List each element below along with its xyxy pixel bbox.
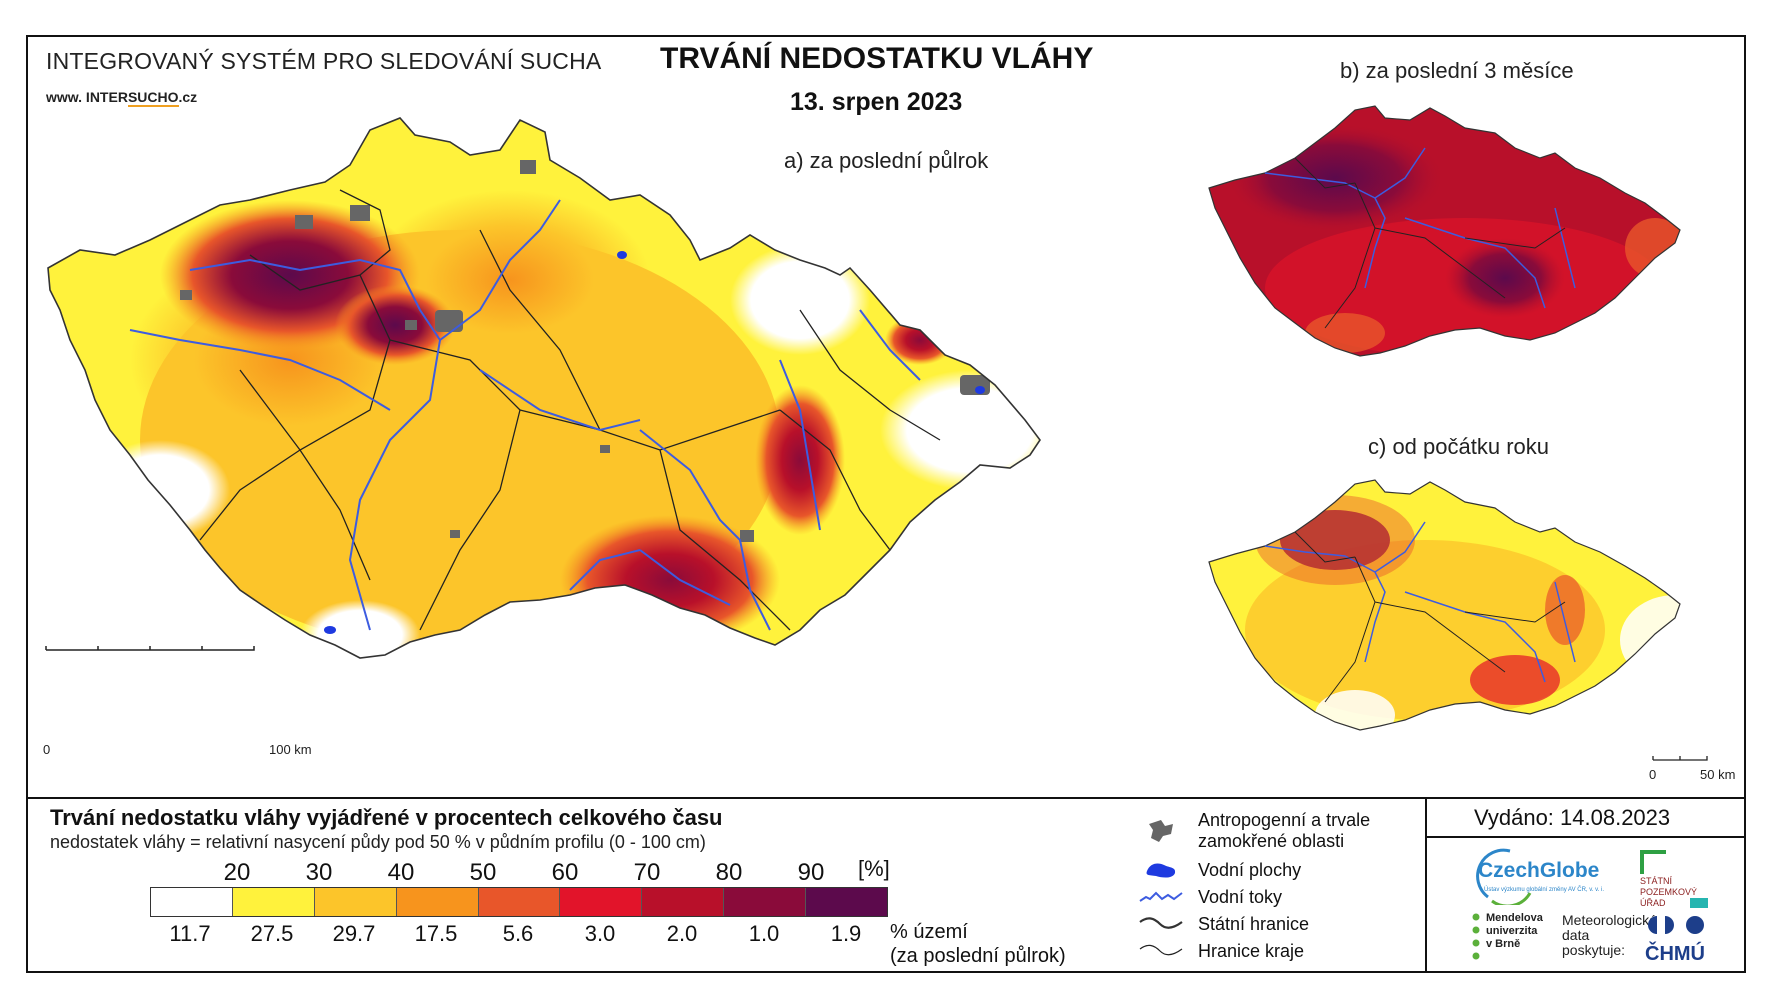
percent-area-label: % území (za poslední půlrok) [890,920,1066,968]
scale-bar-main [45,646,255,651]
threshold-label: 60 [551,859,579,886]
class-percent: 1.9 [830,921,862,946]
meteo-line3: poskytuje: [1562,942,1626,958]
legend-color-bar [150,887,888,917]
mendel-dots-icon [1472,913,1480,960]
spu-line3: ÚŘAD [1640,898,1666,908]
footer-divider [1425,797,1427,973]
panel-a-label: a) za poslední půlrok [784,148,989,173]
mendel-line3: v Brně [1486,938,1521,950]
meteo-line1: Meteorologická [1562,912,1657,928]
scale-small-end: 50 km [1700,767,1736,782]
class-percent: 27.5 [250,921,294,946]
mendel-line2: univerzita [1486,925,1538,937]
panel-b-label: b) za poslední 3 měsíce [1340,58,1574,83]
main-title: TRVÁNÍ NEDOSTATKU VLÁHY [660,42,1094,75]
percent-area-line2: (za poslední půlrok) [890,945,1066,967]
website-link[interactable]: www. INTERSUCHO.cz [46,89,198,107]
legend-swatch [724,888,807,916]
spu-line1: STÁTNÍ [1640,876,1673,886]
website-prefix: www. INTER [46,89,128,105]
scale-small-start: 0 [1649,767,1657,782]
chmu-symbol-icon [1648,916,1704,934]
legend-swatch [396,888,479,916]
spu-flag-icon [1640,850,1666,874]
legend-state-border: Státní hranice [1136,911,1309,937]
scale-main-start: 0 [43,742,51,757]
legend-river: Vodní toky [1136,884,1282,910]
legend-title: Trvání nedostatku vláhy vyjádřené v proc… [50,805,723,830]
anthropogenic-label-line1: Antropogenní a trvale [1198,810,1371,830]
legend-swatch [642,888,725,916]
threshold-label: 40 [387,859,415,886]
threshold-label: 70 [633,859,661,886]
threshold-label: 80 [715,859,743,886]
map-b [1208,105,1681,357]
region-border-icon [1136,938,1186,964]
scale-bar-small [1652,756,1708,761]
legend-region-border: Hranice kraje [1136,938,1304,964]
legend-swatch [560,888,643,916]
meteo-data-label: Meteorologická data poskytuje: [1562,913,1657,958]
czechglobe-arc-icon [1476,848,1532,905]
water-body-label: Vodní plochy [1198,859,1302,880]
threshold-label: 20 [223,859,251,886]
spu-accent-mark [1690,898,1708,908]
river-label: Vodní toky [1198,886,1283,907]
panel-c-label: c) od počátku roku [1368,434,1549,459]
map-date: 13. srpen 2023 [790,88,963,116]
legend-subtitle: nedostatek vláhy = relativní nasycení pů… [50,832,706,852]
threshold-label: 30 [305,859,333,886]
water-body-icon [1136,857,1186,883]
legend-swatch [806,888,888,916]
czechglobe-text: CzechGlobe [1478,859,1600,882]
spu-logo: STÁTNÍ POZEMKOVÝ ÚŘAD [1640,848,1697,909]
class-percent: 5.6 [502,921,534,946]
class-percent: 17.5 [414,921,458,946]
class-percent: 2.0 [666,921,698,946]
mendel-logo: Mendelova univerzita v Brně [1470,912,1543,960]
class-percent: 1.0 [748,921,780,946]
website-suffix: .cz [178,89,198,105]
class-percent: 11.7 [169,921,211,946]
chmu-logo-text: ČHMÚ [1645,943,1705,965]
website-highlight: SUCHO [127,89,179,107]
scale-main-end: 100 km [269,742,312,757]
anthropogenic-area-icon [1136,818,1186,844]
meteo-line2: data [1562,927,1590,943]
main-map-a [45,117,1041,659]
czechglobe-subtitle: Ústav výzkumu globální změny AV ČR, v. v… [1484,887,1605,893]
legend-swatch [151,888,233,916]
issued-date: Vydáno: 14.08.2023 [1474,805,1671,830]
issued-divider [1425,836,1746,838]
map-c [1208,479,1708,761]
percent-area-line1: % území [890,921,968,943]
anthropogenic-label-line2: zamokřené oblasti [1198,831,1345,851]
legend-swatch [314,888,397,916]
legend-divider [26,797,1746,799]
threshold-label: 90 [797,859,825,886]
state-border-label: Státní hranice [1198,913,1310,934]
legend-water-body: Vodní plochy [1136,857,1301,883]
legend-swatch [232,888,315,916]
legend-anthropogenic: Antropogenní a trvale zamokřené oblasti [1136,810,1370,852]
legend-unit: [%] [858,856,890,881]
spu-line2: POZEMKOVÝ [1640,887,1698,897]
state-border-icon [1136,911,1186,937]
region-border-label: Hranice kraje [1198,940,1305,961]
class-percent: 3.0 [584,921,616,946]
class-percent: 29.7 [332,921,376,946]
threshold-label: 50 [469,859,497,886]
legend-swatch [478,888,561,916]
mendel-line1: Mendelova [1486,912,1543,924]
system-title: INTEGROVANÝ SYSTÉM PRO SLEDOVÁNÍ SUCHA [46,48,602,74]
river-icon [1136,884,1186,910]
